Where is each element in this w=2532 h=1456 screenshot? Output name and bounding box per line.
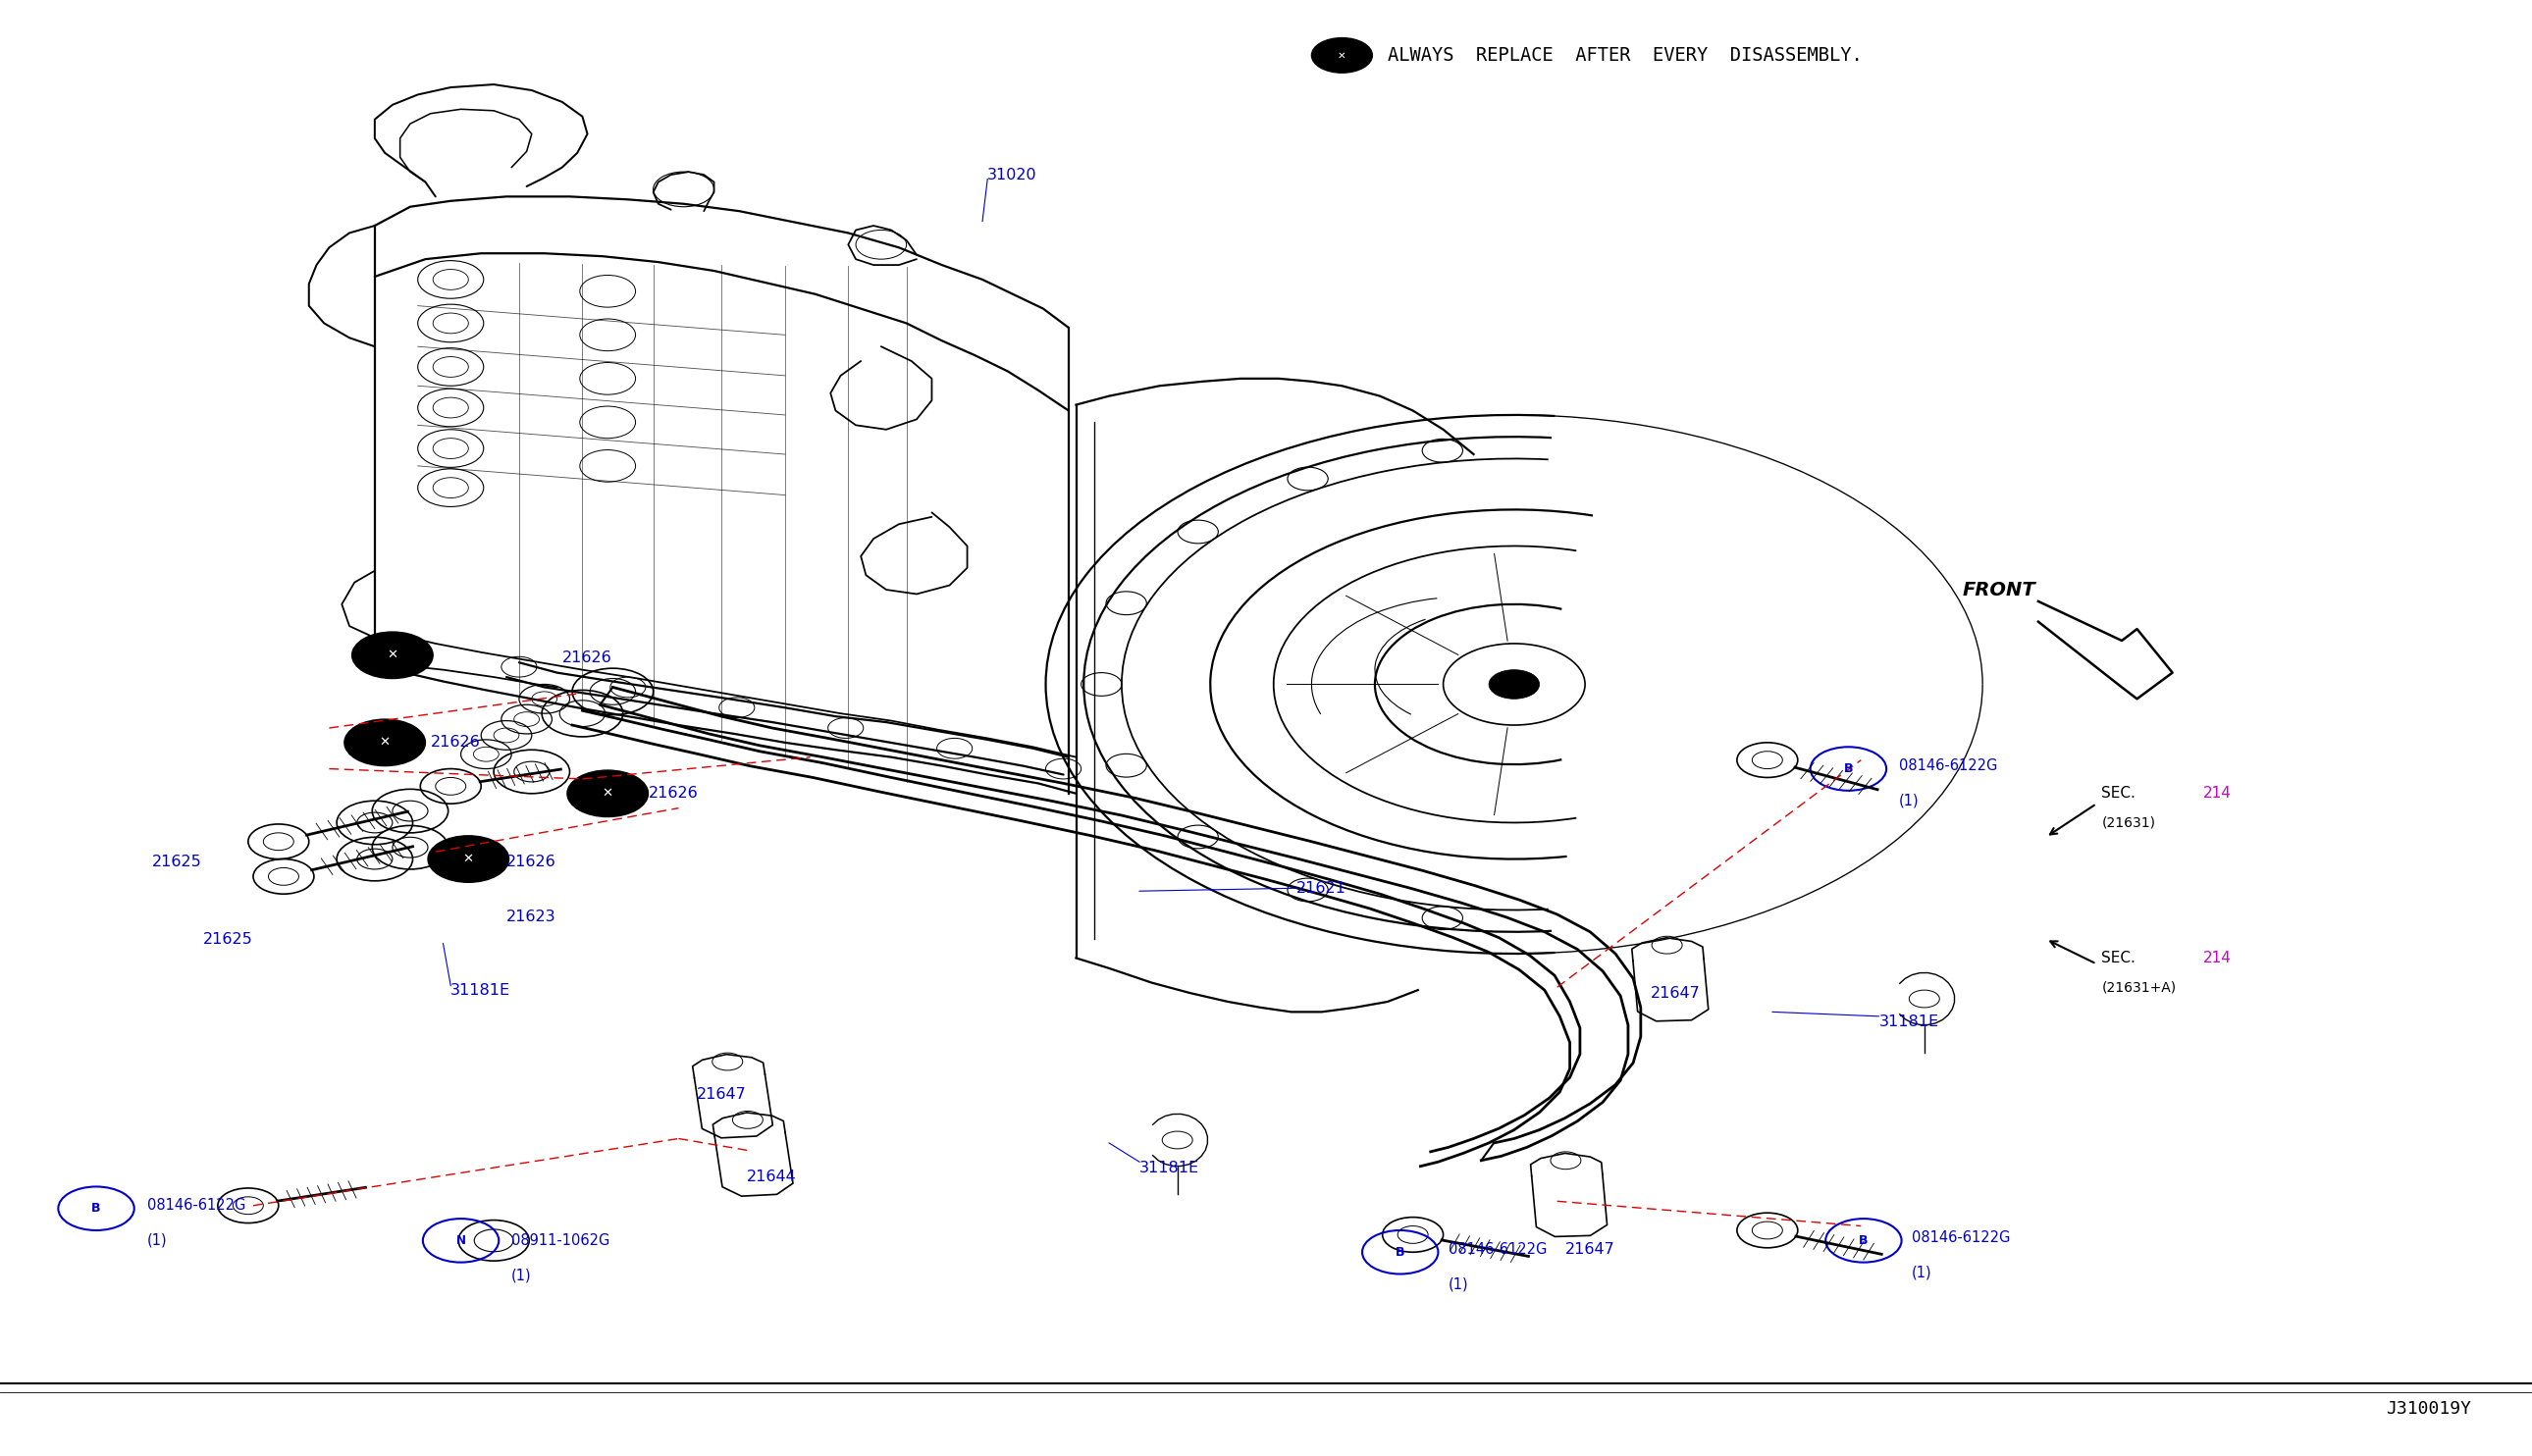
Text: 08146-6122G: 08146-6122G (1899, 759, 1998, 773)
Text: B: B (1858, 1235, 1869, 1246)
Text: 21626: 21626 (648, 786, 699, 801)
Text: SEC.: SEC. (2102, 786, 2140, 801)
Text: ✕: ✕ (387, 649, 398, 661)
Text: (21631+A): (21631+A) (2102, 980, 2178, 994)
Text: 31181E: 31181E (451, 983, 511, 997)
Text: ✕: ✕ (603, 788, 613, 799)
Text: 214: 214 (2203, 786, 2231, 801)
Circle shape (428, 836, 509, 882)
Text: N: N (456, 1235, 466, 1246)
Text: FRONT: FRONT (1962, 581, 2036, 598)
Text: 21625: 21625 (152, 855, 203, 869)
Text: 21647: 21647 (1651, 986, 1702, 1000)
Text: 21644: 21644 (747, 1169, 798, 1184)
Circle shape (352, 632, 433, 678)
Circle shape (344, 719, 425, 766)
Text: 08146-6122G: 08146-6122G (1448, 1242, 1547, 1257)
Text: 21621: 21621 (1296, 881, 1347, 895)
Text: 21647: 21647 (696, 1088, 747, 1102)
Text: 21623: 21623 (506, 910, 557, 925)
Circle shape (1312, 38, 1372, 73)
Text: B: B (1395, 1246, 1405, 1258)
Text: (1): (1) (1899, 794, 1919, 808)
Text: 31181E: 31181E (1139, 1160, 1200, 1175)
Text: (1): (1) (1912, 1265, 1932, 1280)
Text: J310019Y: J310019Y (2385, 1401, 2471, 1418)
Text: SEC.: SEC. (2102, 951, 2140, 965)
Text: 08911-1062G: 08911-1062G (511, 1233, 610, 1248)
Text: B: B (91, 1203, 101, 1214)
Text: 21626: 21626 (506, 855, 557, 869)
Text: (1): (1) (511, 1268, 532, 1283)
Circle shape (1489, 670, 1539, 699)
Text: (1): (1) (1448, 1277, 1469, 1291)
Text: 21626: 21626 (562, 651, 613, 665)
Text: (21631): (21631) (2102, 815, 2155, 830)
Text: 31020: 31020 (987, 167, 1038, 182)
Text: ✕: ✕ (380, 737, 390, 748)
Text: ✕: ✕ (463, 853, 473, 865)
Text: (1): (1) (147, 1233, 167, 1248)
Text: 21626: 21626 (430, 735, 481, 750)
Text: 214: 214 (2203, 951, 2231, 965)
Text: ✕: ✕ (1337, 51, 1347, 60)
Text: 31181E: 31181E (1879, 1015, 1940, 1029)
Text: 08146-6122G: 08146-6122G (147, 1198, 246, 1213)
Text: B: B (1843, 763, 1853, 775)
Text: 21625: 21625 (203, 932, 253, 946)
Text: 21647: 21647 (1565, 1242, 1615, 1257)
Circle shape (567, 770, 648, 817)
Text: ALWAYS  REPLACE  AFTER  EVERY  DISASSEMBLY.: ALWAYS REPLACE AFTER EVERY DISASSEMBLY. (1388, 47, 1864, 64)
Text: 08146-6122G: 08146-6122G (1912, 1230, 2010, 1245)
